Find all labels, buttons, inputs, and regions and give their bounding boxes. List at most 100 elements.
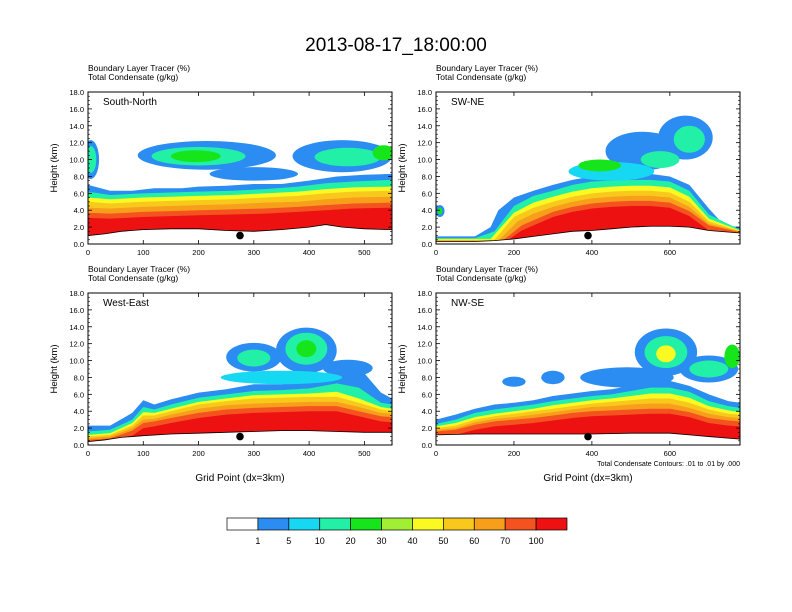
var2-label: Total Condensate (g/kg) bbox=[436, 273, 526, 283]
cloud-blob bbox=[88, 146, 97, 174]
x-tick-label: 0 bbox=[434, 449, 438, 458]
y-tick-label: 10.0 bbox=[69, 357, 84, 366]
colorbar-swatch bbox=[535, 517, 568, 531]
y-tick-label: 0.0 bbox=[74, 441, 84, 450]
y-tick-label: 2.0 bbox=[74, 424, 84, 433]
y-tick-label: 2.0 bbox=[74, 223, 84, 232]
y-tick-label: 14.0 bbox=[417, 122, 432, 131]
y-tick-label: 2.0 bbox=[422, 424, 432, 433]
colorbar-swatch bbox=[319, 517, 351, 531]
y-tick-label: 16.0 bbox=[69, 105, 84, 114]
x-tick-label: 400 bbox=[303, 449, 316, 458]
panel-name: NW-SE bbox=[451, 298, 484, 309]
colorbar-label: 40 bbox=[407, 536, 417, 546]
colorbar-label: 100 bbox=[529, 536, 544, 546]
cloud-blob bbox=[689, 360, 729, 378]
colorbar-label: 50 bbox=[438, 536, 448, 546]
y-tick-label: 0.0 bbox=[422, 240, 432, 249]
x-tick-label: 0 bbox=[86, 449, 90, 458]
colorbar-label: 20 bbox=[346, 536, 356, 546]
contour-footnote: Total Condensate Contours: .01 to .01 by… bbox=[597, 461, 740, 468]
var2-label: Total Condensate (g/kg) bbox=[436, 72, 526, 82]
var1-label: Boundary Layer Tracer (%) bbox=[436, 63, 538, 73]
cloud-blob bbox=[296, 340, 317, 358]
y-tick-label: 14.0 bbox=[69, 323, 84, 332]
panel-sw-ne: 0.0 2.0 4.0 6.0 8.0 10.0 12.0 14.0 16.0 18.0 0 200 4… bbox=[397, 63, 741, 257]
cloud-blob bbox=[314, 147, 381, 167]
colorbar-swatch bbox=[226, 517, 259, 531]
x-tick-label: 200 bbox=[192, 449, 205, 458]
colorbar: 1 5 10 20 30 40 50 60 70 100 bbox=[226, 517, 568, 546]
y-tick-label: 6.0 bbox=[422, 189, 432, 198]
plot-area bbox=[436, 115, 740, 244]
cloud-blob bbox=[372, 145, 392, 161]
cloud-blob bbox=[656, 345, 676, 363]
x-tick-label: 200 bbox=[192, 248, 205, 257]
y-tick-label: 0.0 bbox=[74, 240, 84, 249]
panel-name: SW-NE bbox=[451, 97, 484, 108]
x-tick-label: 500 bbox=[358, 248, 371, 257]
cloud-blob bbox=[437, 207, 443, 215]
y-tick-label: 10.0 bbox=[69, 156, 84, 165]
x-tick-label: 0 bbox=[86, 248, 90, 257]
colorbar-swatch bbox=[412, 517, 444, 531]
cloud-blob bbox=[673, 125, 705, 153]
colorbar-label: 60 bbox=[469, 536, 479, 546]
var2-label: Total Condensate (g/kg) bbox=[88, 72, 178, 82]
colorbar-swatch bbox=[288, 517, 321, 531]
x-tick-label: 200 bbox=[508, 449, 521, 458]
location-dot bbox=[584, 432, 592, 441]
location-dot bbox=[236, 432, 244, 441]
plot-area bbox=[88, 140, 392, 244]
x-tick-label: 300 bbox=[248, 449, 261, 458]
y-tick-label: 12.0 bbox=[417, 139, 432, 148]
y-tick-label: 10.0 bbox=[417, 156, 432, 165]
colorbar-label: 5 bbox=[286, 536, 291, 546]
cloud-blob bbox=[580, 367, 674, 388]
figure-title: 2013-08-17_18:00:00 bbox=[305, 35, 487, 56]
y-tick-label: 6.0 bbox=[74, 390, 84, 399]
panel-south-north: 0.0 2.0 4.0 6.0 8.0 10.0 12.0 14.0 16.0 18.0 0 100 2… bbox=[49, 63, 393, 257]
x-tick-label: 300 bbox=[248, 248, 261, 257]
x-tick-label: 400 bbox=[586, 449, 599, 458]
x-tick-label: 500 bbox=[358, 449, 371, 458]
cloud-blob bbox=[541, 370, 565, 385]
x-tick-label: 100 bbox=[137, 449, 150, 458]
x-axis-label: Grid Point (dx=3km) bbox=[543, 473, 632, 484]
y-tick-label: 4.0 bbox=[422, 206, 432, 215]
location-dot bbox=[236, 231, 244, 240]
y-axis-label: Height (km) bbox=[397, 344, 408, 393]
y-axis-label: Height (km) bbox=[49, 143, 60, 192]
cloud-blob bbox=[724, 344, 740, 369]
panel-name: South-North bbox=[103, 97, 157, 108]
y-tick-label: 6.0 bbox=[74, 189, 84, 198]
y-tick-label: 14.0 bbox=[69, 122, 84, 131]
panels-group: 0.0 2.0 4.0 6.0 8.0 10.0 12.0 14.0 16.0 18.0 0 100 2… bbox=[49, 63, 741, 484]
panel-nw-se: 0.0 2.0 4.0 6.0 8.0 10.0 12.0 14.0 16.0 18.0 0 200 4… bbox=[397, 264, 741, 484]
y-tick-label: 16.0 bbox=[417, 306, 432, 315]
colorbar-label: 70 bbox=[500, 536, 510, 546]
y-tick-label: 4.0 bbox=[422, 407, 432, 416]
y-tick-label: 2.0 bbox=[422, 223, 432, 232]
cloud-blob bbox=[170, 150, 221, 163]
var1-label: Boundary Layer Tracer (%) bbox=[88, 63, 190, 73]
cloud-blob bbox=[640, 151, 680, 168]
panel-west-east: 0.0 2.0 4.0 6.0 8.0 10.0 12.0 14.0 16.0 18.0 0 100 2… bbox=[49, 264, 393, 484]
y-tick-label: 4.0 bbox=[74, 407, 84, 416]
y-tick-label: 0.0 bbox=[422, 441, 432, 450]
cloud-blob bbox=[220, 370, 343, 385]
colorbar-label: 30 bbox=[377, 536, 387, 546]
y-tick-label: 12.0 bbox=[69, 139, 84, 148]
var2-label: Total Condensate (g/kg) bbox=[88, 273, 178, 283]
y-tick-label: 4.0 bbox=[74, 206, 84, 215]
cloud-blob bbox=[502, 376, 526, 387]
y-tick-label: 12.0 bbox=[417, 340, 432, 349]
cloud-blob bbox=[578, 159, 622, 172]
y-tick-label: 16.0 bbox=[417, 105, 432, 114]
y-axis-label: Height (km) bbox=[49, 344, 60, 393]
colorbar-swatch bbox=[473, 517, 506, 531]
x-tick-label: 600 bbox=[664, 449, 677, 458]
colorbar-label: 1 bbox=[255, 536, 260, 546]
y-tick-label: 8.0 bbox=[422, 373, 432, 382]
